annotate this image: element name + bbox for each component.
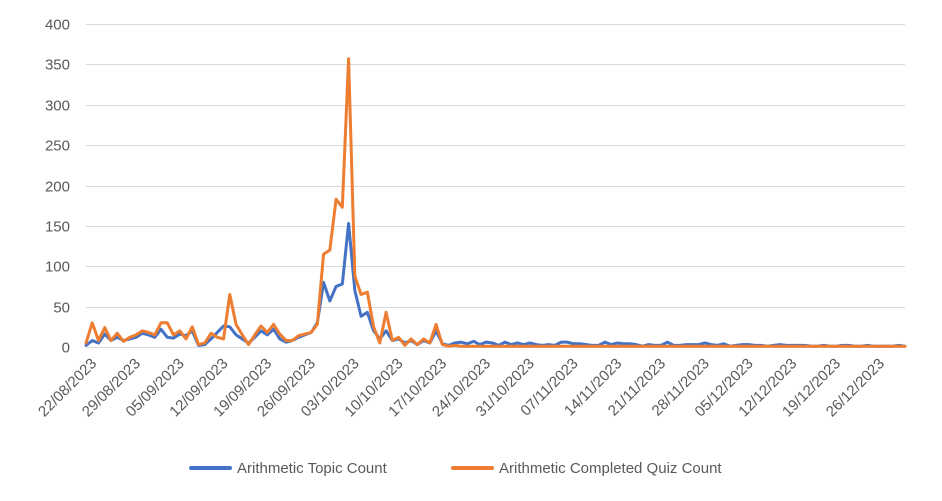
legend: Arithmetic Topic Count Arithmetic Complet…	[189, 460, 722, 477]
series-line-2	[84, 57, 907, 348]
y-axis-tick-labels: 0 50 100 150 200 250 300 350 400	[45, 17, 70, 357]
x-axis-tick-labels: 22/08/202329/08/202305/09/202312/09/2023…	[35, 355, 888, 420]
series-line-1	[84, 221, 907, 348]
legend-label: Arithmetic Topic Count	[237, 460, 388, 477]
y-tick-label: 300	[45, 98, 70, 115]
y-tick-label: 50	[53, 300, 70, 317]
y-tick-label: 250	[45, 138, 70, 155]
series-lines	[84, 57, 907, 348]
y-tick-label: 0	[62, 340, 70, 357]
gridlines	[86, 24, 905, 308]
y-tick-label: 150	[45, 219, 70, 236]
y-tick-label: 350	[45, 57, 70, 74]
y-tick-label: 100	[45, 259, 70, 276]
y-tick-label: 200	[45, 179, 70, 196]
y-tick-label: 400	[45, 17, 70, 34]
legend-label: Arithmetic Completed Quiz Count	[499, 460, 722, 477]
